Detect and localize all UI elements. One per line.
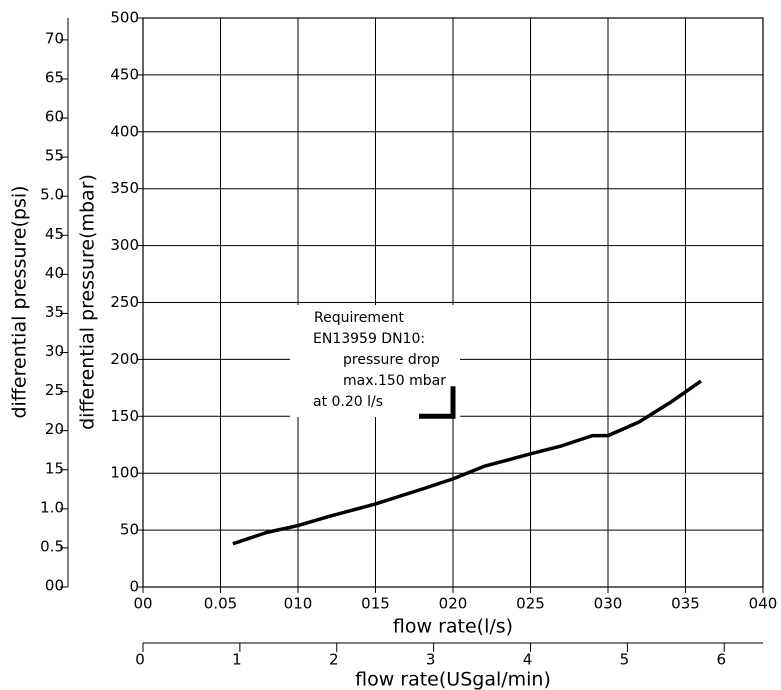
y-tick-label: 0 [129, 578, 139, 596]
y2-tick-label: 15 [45, 459, 64, 477]
y2-tick-label: 40 [45, 264, 64, 282]
x2-tick-label: 0 [135, 651, 145, 669]
y2-tick-label: 35 [45, 303, 64, 321]
x-tick-label: 010 [284, 595, 313, 613]
x-tick-label: 020 [439, 595, 468, 613]
annotation-text: max.150 mbar [343, 373, 446, 389]
y2-tick-label: 0.5 [40, 537, 64, 555]
x-tick-label: 030 [594, 595, 623, 613]
x-tick-label: 035 [671, 595, 700, 613]
y2-tick-label: 1.0 [40, 498, 64, 516]
y2-tick-label: 45 [45, 225, 64, 243]
annotation-text: pressure drop [343, 352, 440, 368]
y2-tick-label: 70 [45, 29, 64, 47]
x-tick-label: 0.05 [204, 595, 237, 613]
y2-tick-label: 55 [45, 147, 64, 165]
x2-axis-title: flow rate(USgal/min) [355, 669, 551, 690]
x-tick-label: 025 [516, 595, 545, 613]
y-tick-label: 100 [110, 464, 139, 482]
x-tick-label: 040 [749, 595, 778, 613]
y-tick-label: 150 [110, 407, 139, 425]
y2-tick-label: 65 [45, 68, 64, 86]
y2-tick-label: 25 [45, 381, 64, 399]
annotation-bg [290, 305, 460, 417]
y-tick-label: 250 [110, 293, 139, 311]
plot-frame [142, 17, 764, 588]
annotation-text: EN13959 DN10: [313, 331, 425, 347]
x2-tick-label: 4 [523, 651, 533, 669]
x2-tick-label: 6 [716, 651, 726, 669]
data-line [232, 379, 703, 546]
y2-axis-title: differential pressure(psi) [9, 185, 31, 418]
y-tick-label: 200 [110, 350, 139, 368]
y2-tick-label: 20 [45, 420, 64, 438]
annotation-text: Requirement [314, 310, 405, 326]
y-tick-label: 300 [110, 236, 139, 254]
x2-tick-label: 1 [232, 651, 242, 669]
y2-tick-label: 00 [45, 577, 64, 595]
y2-tick-label: 5.0 [40, 186, 64, 204]
y-tick-label: 400 [110, 122, 139, 140]
annotation-text: at 0.20 l/s [313, 394, 383, 410]
x-tick-label: 00 [133, 595, 152, 613]
y-axis-title: differential pressure(mbar) [77, 174, 99, 430]
x-axis-title: flow rate(l/s) [393, 616, 513, 638]
x2-tick-label: 3 [426, 651, 436, 669]
y-tick-label: 50 [120, 521, 139, 539]
y2-tick-label: 60 [45, 108, 64, 126]
x-tick-label: 015 [361, 595, 390, 613]
x2-tick-label: 5 [620, 651, 630, 669]
requirement-marker [419, 386, 456, 419]
y-tick-label: 500 [110, 9, 139, 27]
y2-tick-label: 30 [45, 342, 64, 360]
y-tick-label: 450 [110, 65, 139, 83]
x2-tick-label: 2 [329, 651, 339, 669]
y-tick-label: 350 [110, 179, 139, 197]
